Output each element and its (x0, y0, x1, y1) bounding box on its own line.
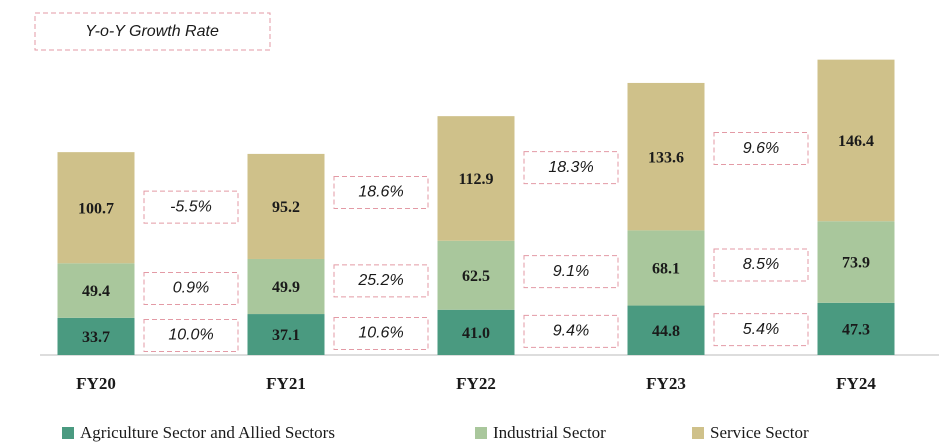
growth-box (713, 132, 809, 166)
legend-swatch (475, 427, 487, 439)
growth-label: 0.9% (173, 280, 209, 297)
growth-box (523, 151, 619, 185)
x-tick-label: FY20 (76, 374, 116, 393)
bar-segment (57, 317, 135, 355)
growth-label: 25.2% (357, 272, 403, 289)
bar-segment (627, 305, 705, 355)
growth-label: 18.6% (358, 184, 403, 201)
growth-label: 10.0% (168, 327, 213, 344)
value-label: 73.9 (842, 255, 870, 272)
growth-label: -5.5% (170, 198, 212, 215)
growth-label: 10.6% (358, 325, 403, 342)
value-label: 47.3 (842, 322, 870, 339)
bar-segment (627, 230, 705, 306)
x-tick-label: FY22 (456, 374, 496, 393)
bar-segment (437, 309, 515, 355)
legend-label: Service Sector (710, 423, 809, 442)
growth-box (523, 314, 619, 348)
value-label: 95.2 (272, 199, 300, 216)
growth-box (713, 248, 809, 282)
value-label: 146.4 (838, 133, 874, 150)
growth-label: 18.3% (548, 159, 593, 176)
bar-segment (57, 263, 135, 318)
value-label: 41.0 (462, 325, 490, 342)
value-label: 133.6 (648, 149, 684, 166)
growth-label: 5.4% (743, 321, 779, 338)
growth-box (333, 264, 429, 298)
bar-segment (817, 302, 895, 355)
value-label: 49.4 (82, 283, 110, 300)
growth-box (713, 313, 809, 347)
value-label: 112.9 (458, 171, 493, 188)
value-label: 49.9 (272, 279, 300, 296)
growth-box (143, 190, 239, 224)
legend-swatch (62, 427, 74, 439)
growth-box (333, 175, 429, 209)
value-label: 68.1 (652, 261, 680, 278)
legend-swatch (692, 427, 704, 439)
growth-label: 8.5% (743, 256, 779, 273)
x-tick-label: FY24 (836, 374, 876, 393)
value-label: 37.1 (272, 327, 300, 344)
growth-label: 9.4% (553, 323, 589, 340)
bar-segment (817, 59, 895, 222)
value-label: 44.8 (652, 323, 680, 340)
bar-segment (817, 221, 895, 303)
bar-segment (437, 240, 515, 310)
legend-label: Industrial Sector (493, 423, 606, 442)
value-label: 100.7 (78, 200, 114, 217)
value-label: 62.5 (462, 268, 490, 285)
growth-box (143, 272, 239, 306)
growth-label: 9.6% (743, 140, 779, 157)
bar-segment (247, 314, 325, 355)
bar-segment (247, 258, 325, 315)
growth-box (333, 316, 429, 350)
bar-segment (247, 153, 325, 259)
growth-title: Y-o-Y Growth Rate (85, 23, 219, 40)
bar-segment (57, 152, 135, 264)
value-label: 33.7 (82, 329, 110, 346)
growth-label: 9.1% (553, 263, 589, 280)
x-tick-label: FY21 (266, 374, 306, 393)
bar-segment (627, 82, 705, 231)
growth-box (143, 318, 239, 352)
x-tick-label: FY23 (646, 374, 686, 393)
bar-segment (437, 116, 515, 241)
legend-label: Agriculture Sector and Allied Sectors (80, 423, 335, 442)
growth-box (523, 255, 619, 289)
